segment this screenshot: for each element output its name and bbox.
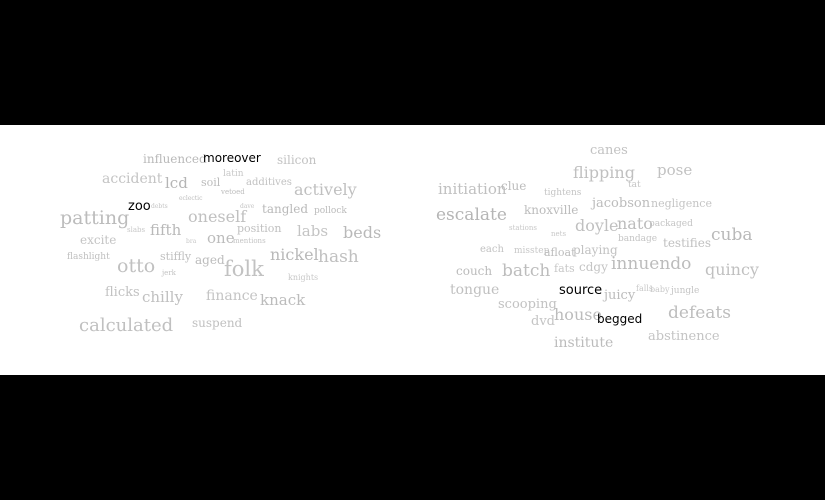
word-position: position — [237, 222, 282, 235]
word-innuendo: innuendo — [611, 254, 692, 274]
word-fifth: fifth — [150, 221, 182, 239]
word-pollock: pollock — [314, 206, 347, 216]
word-latin: latin — [223, 169, 244, 179]
word-clue: clue — [501, 179, 527, 193]
word-mentions: mentions — [233, 237, 266, 245]
word-tightens: tightens — [544, 188, 582, 198]
word-fats: fats — [554, 262, 575, 275]
word-tangled: tangled — [262, 202, 309, 216]
word-beds: beds — [343, 223, 382, 242]
word-tat: tat — [628, 180, 641, 190]
word-cloud-panel: influenced moreover silicon accident lcd soil… — [0, 125, 825, 375]
word-hash: hash — [318, 247, 359, 267]
word-moreover: moreover — [203, 151, 261, 165]
word-zoo: zoo — [128, 199, 151, 214]
word-doyle: doyle — [575, 216, 619, 235]
word-influenced: influenced — [143, 152, 207, 166]
word-excite: excite — [80, 233, 117, 247]
word-finance: finance — [206, 288, 258, 304]
word-otto: otto — [117, 255, 156, 277]
word-eclectic: eclectic — [179, 195, 203, 202]
word-one: one — [207, 229, 235, 247]
word-testifies: testifies — [663, 236, 712, 250]
word-additives: additives — [246, 177, 292, 188]
word-flashlight: flashlight — [67, 252, 110, 262]
word-stations: stations — [509, 224, 537, 232]
word-scooping: scooping — [498, 297, 557, 312]
word-flicks: flicks — [105, 285, 140, 300]
word-jacobson: jacobson — [592, 196, 651, 211]
word-dvd: dvd — [531, 314, 555, 329]
word-slabs: slabs — [127, 226, 146, 234]
word-nickel: nickel — [270, 245, 319, 264]
word-falls: falls — [636, 284, 653, 293]
word-nato: nato — [617, 214, 653, 233]
word-each: each — [480, 244, 504, 255]
word-baby: baby — [650, 285, 670, 294]
left-word-cloud: influenced moreover silicon accident lcd soil… — [0, 125, 412, 375]
word-knoxville: knoxville — [524, 203, 579, 217]
word-abstinence: abstinence — [648, 329, 720, 344]
word-defeats: defeats — [668, 303, 731, 323]
word-vetoed: vetoed — [221, 188, 245, 196]
word-nets: nets — [551, 230, 567, 238]
word-couch: couch — [456, 264, 493, 278]
word-begged: begged — [597, 312, 643, 326]
word-oneself: oneself — [188, 207, 247, 226]
word-packaged: packaged — [649, 219, 693, 229]
word-pose: pose — [657, 161, 693, 179]
word-negligence: negligence — [651, 197, 712, 210]
word-tongue: tongue — [450, 282, 500, 298]
word-source: source — [559, 283, 603, 298]
word-cuba: cuba — [711, 225, 753, 245]
word-calculated: calculated — [79, 315, 174, 336]
word-aged: aged — [195, 253, 225, 267]
word-cdgy: cdgy — [579, 260, 608, 274]
word-dave: dave — [240, 203, 255, 210]
word-folk: folk — [224, 257, 264, 281]
word-silicon: silicon — [277, 153, 317, 167]
word-lcd: lcd — [165, 174, 188, 192]
word-misstep: misstep — [514, 246, 550, 256]
word-knack: knack — [260, 291, 306, 309]
word-soil: soil — [201, 176, 221, 189]
word-jerk: jerk — [162, 269, 176, 277]
word-debts: debts — [151, 203, 168, 210]
word-bra: bra — [186, 238, 197, 245]
word-chilly: chilly — [142, 288, 183, 306]
word-bandage: bandage — [618, 234, 658, 244]
word-juicy: juicy — [604, 288, 636, 303]
word-accident: accident — [102, 171, 163, 187]
word-canes: canes — [590, 143, 628, 158]
word-batch: batch — [502, 261, 551, 281]
word-knights: knights — [288, 273, 319, 282]
word-afloat: afloat — [544, 246, 576, 259]
word-patting: patting — [60, 207, 130, 229]
word-escalate: escalate — [436, 205, 507, 225]
word-initiation: initiation — [438, 180, 507, 198]
word-suspend: suspend — [192, 316, 243, 330]
word-institute: institute — [554, 335, 614, 351]
word-labs: labs — [297, 222, 329, 240]
word-actively: actively — [294, 180, 357, 199]
word-stiffly: stiffly — [160, 250, 192, 263]
right-word-cloud: canes flipping pose initiation clue tat tighte… — [412, 125, 825, 375]
word-jungle: jungle — [671, 286, 700, 296]
word-house: house — [554, 305, 602, 324]
word-flipping: flipping — [573, 163, 635, 182]
word-playing: playing — [573, 243, 618, 257]
word-quincy: quincy — [705, 260, 759, 279]
